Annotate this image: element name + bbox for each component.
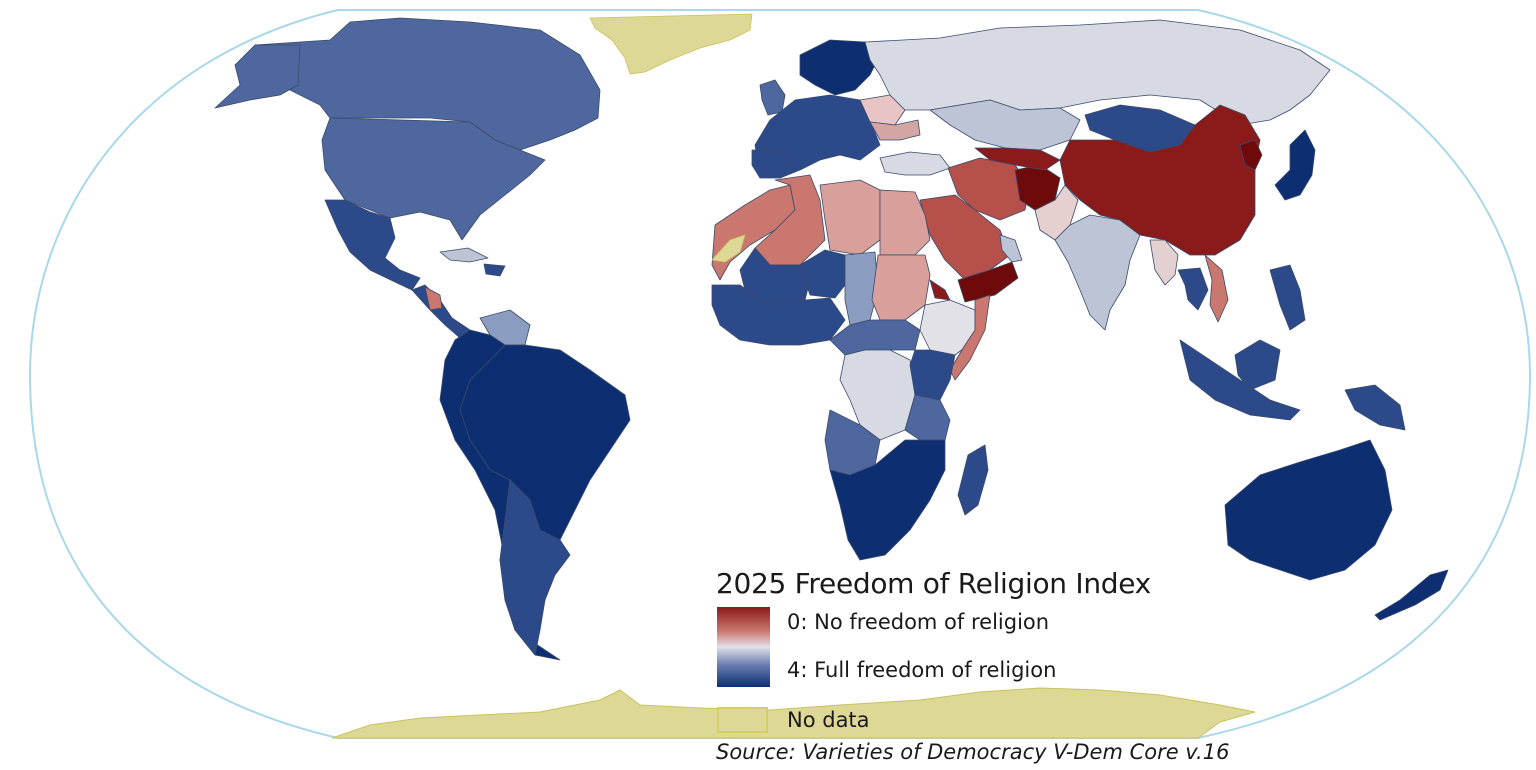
region-indonesia [1179,339,1301,421]
region-pakistan [1034,184,1079,241]
region-canada [254,17,601,151]
region-usa [321,117,546,241]
region-nicaragua [424,286,443,311]
region-korea [1239,139,1263,171]
region-alaska [214,44,301,109]
region-china [1059,104,1261,256]
region-iberia [751,149,791,179]
legend-color-ramp [717,607,770,687]
region-sudan [871,254,931,321]
region-somalia [949,294,991,381]
region-scandinavia [799,39,881,96]
region-ukraine [869,119,921,141]
region-vietnam [1204,254,1229,323]
region-turkey [879,151,951,176]
region-kazakhstan [929,99,1081,151]
region-belarus [859,94,906,126]
region-southern-africa [829,439,946,561]
region-australia [1224,439,1393,581]
region-mexico [324,199,421,291]
region-saudi-arabia [919,194,1011,281]
region-philippines [1269,264,1306,331]
legend-low-label: 0: No freedom of religion [787,610,1050,634]
region-southeast-asia [1149,239,1179,286]
region-eritrea [929,279,951,301]
region-argentina [499,479,571,656]
region-caribbean [483,263,506,277]
region-cuba [439,247,489,263]
region-greenland [589,13,753,75]
region-libya [819,179,881,256]
legend-title: 2025 Freedom of Religion Index [716,567,1151,600]
region-madagascar [957,444,989,516]
source-note: Source: Varieties of Democracy V-Dem Cor… [716,740,1230,764]
legend-high-label: 4: Full freedom of religion [787,658,1057,682]
region-png [1344,384,1406,431]
region-antarctica [331,687,1256,739]
region-yemen [957,261,1019,303]
region-borneo [1234,339,1281,391]
legend-no-data-label: No data [787,708,870,732]
region-thailand [1177,267,1209,311]
region-oman [999,234,1023,263]
region-russia [864,19,1331,126]
region-new-zealand [1374,569,1449,621]
region-central-asia [974,147,1061,171]
legend-no-data-swatch [717,707,768,733]
region-niger [799,249,846,299]
region-western-sahara [711,234,746,263]
region-india [1054,214,1141,331]
region-japan [1274,129,1316,201]
region-west-africa [711,284,846,346]
